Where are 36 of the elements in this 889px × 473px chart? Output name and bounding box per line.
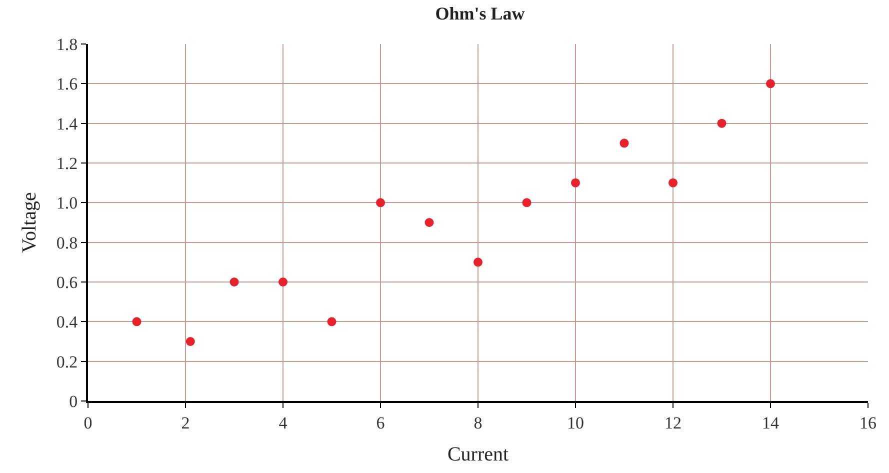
y-tick-label: 1.2 — [56, 154, 78, 173]
point — [186, 337, 195, 346]
y-tick-label: 0.6 — [56, 272, 78, 292]
point — [717, 118, 726, 128]
point — [376, 198, 385, 208]
x-tick-label: 16 — [860, 413, 876, 432]
point — [668, 178, 678, 188]
point — [522, 198, 532, 208]
x-tick-label: 4 — [278, 413, 288, 432]
x-tick-label: 8 — [474, 413, 482, 432]
x-tick-label: 6 — [376, 413, 385, 432]
y-tick-label: 1.4 — [56, 114, 78, 134]
point — [571, 178, 580, 188]
point — [620, 138, 629, 148]
point — [230, 278, 239, 286]
x-tick-label: 14 — [762, 413, 780, 432]
point — [766, 79, 775, 88]
y-axis-title: Voltage — [18, 192, 40, 253]
x-tick-label: 0 — [84, 413, 92, 432]
x-tick-label: 2 — [181, 413, 190, 432]
point — [278, 278, 288, 286]
point — [132, 317, 142, 326]
y-tick-label: 1.8 — [56, 34, 78, 54]
y-tick-label: 0.4 — [56, 312, 78, 332]
y-tick-label: 0.2 — [56, 352, 78, 372]
y-tick-label: 0.8 — [56, 233, 78, 252]
y-tick-label: 1.0 — [56, 194, 78, 213]
x-tick-label: 10 — [567, 413, 584, 432]
chart-title: Ohm's Law — [435, 4, 525, 24]
point — [424, 218, 434, 227]
point — [327, 317, 336, 326]
x-tick-label: 12 — [664, 413, 682, 432]
y-tick-label: 1.6 — [56, 74, 78, 94]
point — [474, 258, 482, 267]
y-tick-label: 0 — [69, 392, 78, 411]
x-axis-title: Current — [447, 443, 509, 466]
